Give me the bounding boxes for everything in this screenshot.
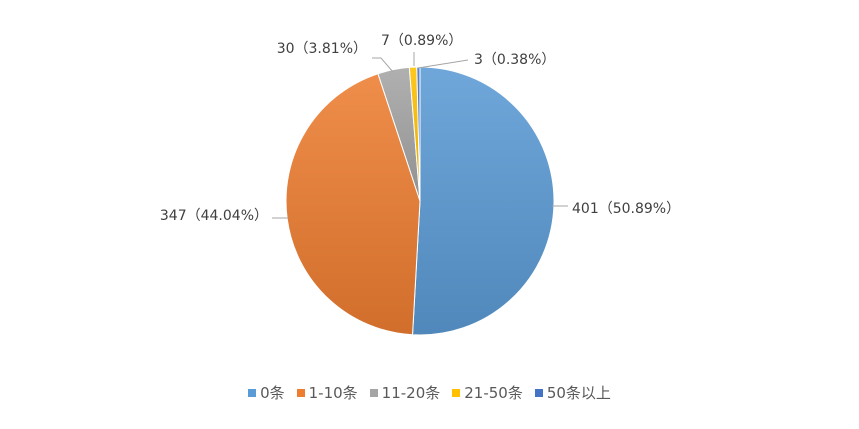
data-label-0: 401（50.89%） — [572, 201, 680, 217]
legend-label: 1-10条 — [308, 384, 358, 402]
legend-item-3: 21-50条 — [452, 382, 523, 403]
data-label-3: 7（0.89%） — [381, 33, 462, 49]
legend-item-0: 0条 — [248, 382, 285, 403]
legend-item-4: 50条以上 — [534, 382, 611, 403]
leader-line-4 — [417, 59, 469, 69]
legend-item-2: 11-20条 — [369, 382, 441, 403]
legend-swatch — [248, 388, 257, 397]
chart-legend: 0条 1-10条 11-20条 21-50条 50条以上 — [0, 382, 859, 403]
legend-swatch — [452, 388, 461, 397]
data-label-1: 347（44.04%） — [160, 208, 268, 224]
pie-slice-1 — [285, 73, 421, 336]
legend-item-1: 1-10条 — [296, 382, 358, 403]
pie-slice-4 — [416, 66, 421, 202]
legend-label: 0条 — [260, 384, 285, 402]
pie-slices — [285, 66, 555, 336]
data-label-2: 30（3.81%） — [277, 41, 367, 57]
leader-line-2 — [372, 57, 394, 73]
legend-label: 11-20条 — [381, 384, 441, 402]
pie-data-labels: 401（50.89%） 347（44.04%） 30（3.81%） 7（0.89%） 3… — [160, 33, 680, 224]
pie-slice-0 — [411, 66, 555, 336]
pie-leader-lines — [272, 52, 568, 219]
legend-swatch — [369, 388, 378, 397]
legend-swatch — [534, 388, 543, 397]
legend-swatch — [296, 388, 305, 397]
legend-label: 50条以上 — [546, 384, 611, 402]
legend-label: 21-50条 — [464, 384, 523, 402]
data-label-4: 3（0.38%） — [474, 52, 555, 68]
